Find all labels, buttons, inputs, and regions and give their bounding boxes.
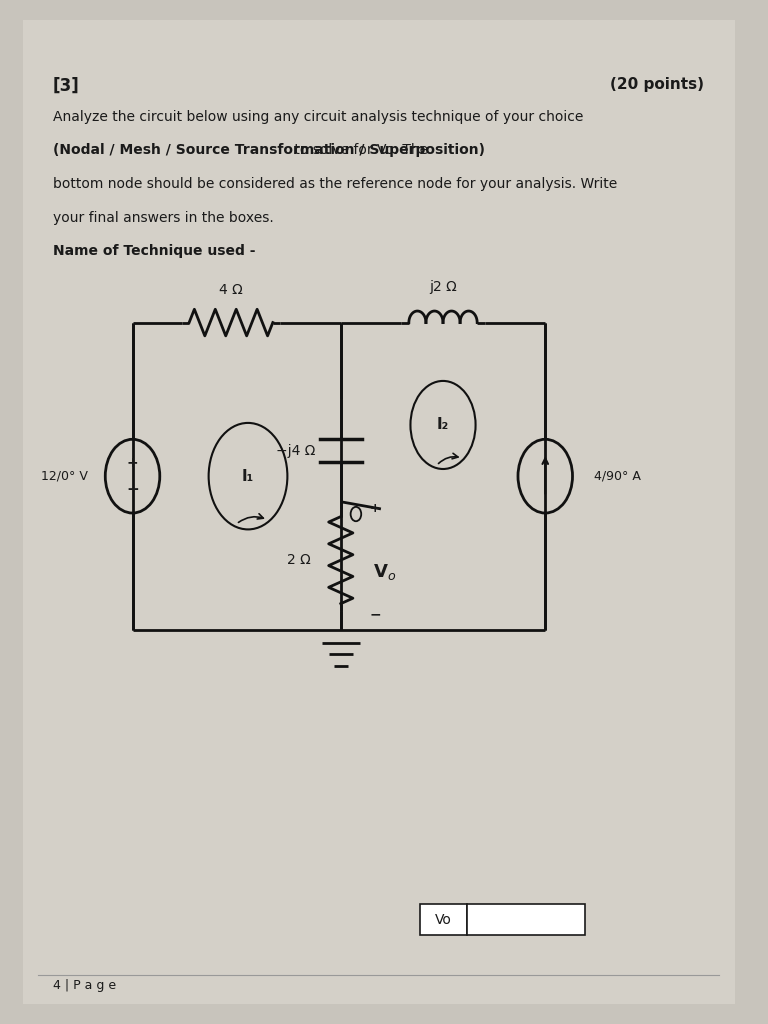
Bar [467, 904, 584, 935]
Text: Vo: Vo [435, 912, 452, 927]
Text: V$_o$: V$_o$ [372, 562, 396, 582]
Text: (20 points): (20 points) [611, 77, 704, 92]
Text: I₂: I₂ [437, 418, 449, 432]
FancyBboxPatch shape [23, 20, 734, 1004]
Text: bottom node should be considered as the reference node for your analysis. Write: bottom node should be considered as the … [53, 177, 617, 191]
Text: +: + [369, 503, 380, 515]
Text: j2 Ω: j2 Ω [429, 280, 457, 294]
Circle shape [351, 507, 361, 521]
Text: 4 | P a g e: 4 | P a g e [53, 979, 116, 991]
Text: 4 Ω: 4 Ω [219, 283, 243, 297]
Text: 12/0° V: 12/0° V [41, 470, 88, 482]
Text: (Nodal / Mesh / Source Transformation / Superposition): (Nodal / Mesh / Source Transformation / … [53, 143, 485, 158]
Text: I₁: I₁ [242, 469, 254, 483]
Text: [3]: [3] [53, 77, 80, 95]
Bar [420, 904, 467, 935]
Text: +: + [127, 456, 138, 470]
Text: to solve for Vo. The: to solve for Vo. The [290, 143, 429, 158]
Text: −j4 Ω: −j4 Ω [276, 443, 315, 458]
Text: −: − [369, 607, 381, 622]
Text: Name of Technique used -: Name of Technique used - [53, 244, 256, 258]
Text: your final answers in the boxes.: your final answers in the boxes. [53, 211, 273, 225]
Text: −: − [126, 482, 139, 497]
Text: 4/90° A: 4/90° A [594, 470, 641, 482]
Text: Analyze the circuit below using any circuit analysis technique of your choice: Analyze the circuit below using any circ… [53, 110, 584, 124]
Text: 2 Ω: 2 Ω [287, 553, 311, 567]
